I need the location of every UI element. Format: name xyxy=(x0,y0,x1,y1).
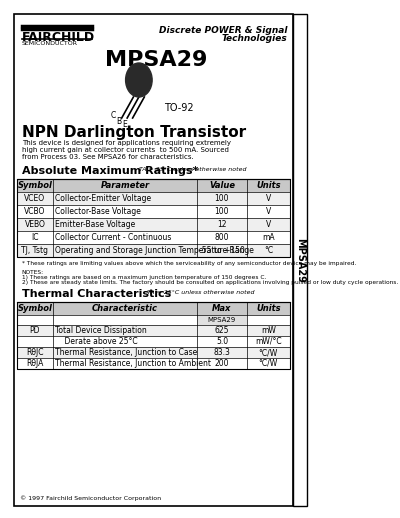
Text: * These ratings are limiting values above which the serviceability of any semico: * These ratings are limiting values abov… xyxy=(22,261,356,266)
Text: Symbol: Symbol xyxy=(18,304,52,313)
Text: Discrete POWER & Signal: Discrete POWER & Signal xyxy=(158,26,287,35)
Text: Collector-Emitter Voltage: Collector-Emitter Voltage xyxy=(55,194,151,203)
Text: mA: mA xyxy=(262,233,275,242)
Text: Units: Units xyxy=(256,304,281,313)
Text: 2) These are steady state limits. The factory should be consulted on application: 2) These are steady state limits. The fa… xyxy=(22,280,398,285)
Text: 12: 12 xyxy=(217,220,227,229)
Text: Thermal Resistance, Junction to Ambient: Thermal Resistance, Junction to Ambient xyxy=(55,359,211,368)
Text: V: V xyxy=(266,220,271,229)
Text: Max: Max xyxy=(212,304,232,313)
Text: high current gain at collector currents  to 500 mA. Sourced: high current gain at collector currents … xyxy=(22,147,229,153)
FancyBboxPatch shape xyxy=(197,315,246,325)
Text: NOTES:: NOTES: xyxy=(22,270,44,275)
FancyBboxPatch shape xyxy=(17,358,290,369)
Text: TO-92: TO-92 xyxy=(164,103,194,113)
Text: Collector Current - Continuous: Collector Current - Continuous xyxy=(55,233,171,242)
Text: NPN Darlington Transistor: NPN Darlington Transistor xyxy=(22,125,246,140)
Text: C: C xyxy=(110,110,116,120)
Text: 625: 625 xyxy=(215,326,229,335)
Text: mW/°C: mW/°C xyxy=(255,337,282,346)
Text: 100: 100 xyxy=(215,207,229,216)
FancyBboxPatch shape xyxy=(17,205,290,218)
Text: -55 to +150: -55 to +150 xyxy=(199,246,245,255)
FancyBboxPatch shape xyxy=(17,179,290,192)
Text: V: V xyxy=(266,194,271,203)
Text: SEMICONDUCTOR: SEMICONDUCTOR xyxy=(22,41,78,46)
FancyBboxPatch shape xyxy=(293,14,307,506)
Text: 5.0: 5.0 xyxy=(216,337,228,346)
FancyBboxPatch shape xyxy=(17,244,290,257)
FancyBboxPatch shape xyxy=(17,231,290,244)
Text: 800: 800 xyxy=(215,233,229,242)
Text: Operating and Storage Junction Temperature Range: Operating and Storage Junction Temperatu… xyxy=(55,246,254,255)
Text: E: E xyxy=(122,120,127,128)
Text: RθJC: RθJC xyxy=(26,348,44,357)
Text: MPSA29: MPSA29 xyxy=(105,50,207,70)
Text: Parameter: Parameter xyxy=(100,181,150,190)
FancyBboxPatch shape xyxy=(17,336,290,347)
Text: Total Device Dissipation: Total Device Dissipation xyxy=(55,326,147,335)
Text: °C: °C xyxy=(264,246,273,255)
Text: from Process 03. See MPSA26 for characteristics.: from Process 03. See MPSA26 for characte… xyxy=(22,154,194,160)
Text: B: B xyxy=(116,117,121,125)
Text: mW: mW xyxy=(261,326,276,335)
Text: IC: IC xyxy=(31,233,39,242)
Circle shape xyxy=(126,63,152,97)
FancyBboxPatch shape xyxy=(14,14,293,506)
FancyBboxPatch shape xyxy=(17,302,290,315)
Text: RθJA: RθJA xyxy=(26,359,44,368)
Text: °C/W: °C/W xyxy=(259,359,278,368)
Text: V: V xyxy=(266,207,271,216)
Text: TA = 25°C unless otherwise noted: TA = 25°C unless otherwise noted xyxy=(139,167,246,172)
Text: Technologies: Technologies xyxy=(221,34,287,43)
Text: °C/W: °C/W xyxy=(259,348,278,357)
Text: VEBO: VEBO xyxy=(24,220,45,229)
Text: Units: Units xyxy=(256,181,281,190)
Text: 100: 100 xyxy=(215,194,229,203)
FancyBboxPatch shape xyxy=(17,347,290,358)
Text: FAIRCHILD: FAIRCHILD xyxy=(22,31,95,44)
Text: MPSA29: MPSA29 xyxy=(295,238,305,282)
Text: VCBO: VCBO xyxy=(24,207,46,216)
Text: This device is designed for applications requiring extremely: This device is designed for applications… xyxy=(22,140,231,146)
Text: Characteristic: Characteristic xyxy=(92,304,158,313)
Text: Value: Value xyxy=(209,181,235,190)
Text: Absolute Maximum Ratings*: Absolute Maximum Ratings* xyxy=(22,166,198,176)
FancyBboxPatch shape xyxy=(17,325,290,336)
Text: Thermal Characteristics: Thermal Characteristics xyxy=(22,289,171,299)
Text: 1) These ratings are based on a maximum junction temperature of 150 degrees C.: 1) These ratings are based on a maximum … xyxy=(22,275,266,280)
Text: 83.3: 83.3 xyxy=(214,348,230,357)
Text: TA = 25°C unless otherwise noted: TA = 25°C unless otherwise noted xyxy=(147,290,254,295)
Text: Emitter-Base Voltage: Emitter-Base Voltage xyxy=(55,220,135,229)
Text: 200: 200 xyxy=(215,359,229,368)
Text: Thermal Resistance, Junction to Case: Thermal Resistance, Junction to Case xyxy=(55,348,197,357)
Text: © 1997 Fairchild Semiconductor Corporation: © 1997 Fairchild Semiconductor Corporati… xyxy=(20,495,161,501)
Text: Collector-Base Voltage: Collector-Base Voltage xyxy=(55,207,141,216)
Text: MPSA29: MPSA29 xyxy=(208,317,236,323)
Text: VCEO: VCEO xyxy=(24,194,46,203)
Text: TJ, Tstg: TJ, Tstg xyxy=(22,246,48,255)
Text: PD: PD xyxy=(30,326,40,335)
FancyBboxPatch shape xyxy=(17,192,290,205)
FancyBboxPatch shape xyxy=(17,218,290,231)
Text: Derate above 25°C: Derate above 25°C xyxy=(55,337,138,346)
Text: Symbol: Symbol xyxy=(18,181,52,190)
